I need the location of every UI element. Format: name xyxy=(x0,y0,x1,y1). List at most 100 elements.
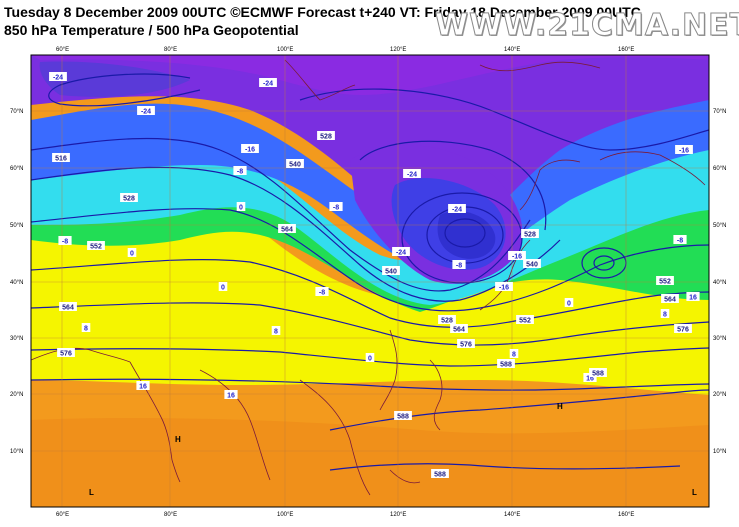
isotherm-label-text: 8 xyxy=(512,352,516,359)
geopotential-label-text: 564 xyxy=(453,327,465,334)
geopotential-label: 552 xyxy=(656,276,674,286)
geopotential-label: 588 xyxy=(497,359,515,369)
lat-label: 20°N xyxy=(10,392,23,398)
lon-label-top: 120°E xyxy=(390,47,406,53)
isotherm-label-text: -24 xyxy=(141,109,151,116)
temperature-field xyxy=(31,55,709,507)
lat-label: 60°N xyxy=(10,166,23,172)
geopotential-label: 528 xyxy=(317,131,335,141)
lon-label-top: 140°E xyxy=(504,47,520,53)
geopotential-label: 564 xyxy=(450,324,468,334)
geopotential-label-text: 552 xyxy=(90,244,102,251)
geopotential-label: 540 xyxy=(382,266,400,276)
lat-label: 70°N xyxy=(10,109,23,115)
geopotential-label-text: 588 xyxy=(500,362,512,369)
isotherm-label-text: -16 xyxy=(499,285,509,292)
geopotential-label: 540 xyxy=(523,259,541,269)
geopotential-label: 564 xyxy=(59,302,77,312)
isotherm-label-text: 8 xyxy=(663,312,667,319)
isotherm-label: -24 xyxy=(403,169,421,179)
isotherm-label-text: 0 xyxy=(130,251,134,258)
geopotential-label: 528 xyxy=(521,229,539,239)
isotherm-label-text: 16 xyxy=(139,384,147,391)
isotherm-label: -8 xyxy=(673,235,687,245)
isotherm-label: 0 xyxy=(564,298,574,308)
map-title: Tuesday 8 December 2009 00UTC ©ECMWF For… xyxy=(4,4,641,20)
isotherm-label: -16 xyxy=(241,144,259,154)
isotherm-label-text: -16 xyxy=(512,254,522,261)
geopotential-label-text: 552 xyxy=(519,318,531,325)
isotherm-label: -24 xyxy=(49,72,67,82)
isotherm-label: 0 xyxy=(365,353,375,363)
geopotential-label-text: 576 xyxy=(677,327,689,334)
isotherm-label: -8 xyxy=(452,260,466,270)
isotherm-label-text: -8 xyxy=(237,169,243,176)
isotherm-label: 0 xyxy=(127,248,137,258)
lon-label: 100°E xyxy=(277,512,293,518)
geopotential-label-text: 588 xyxy=(397,414,409,421)
geopotential-label-text: 528 xyxy=(123,196,135,203)
latitude-axis: 70°N 60°N 50°N 40°N 30°N 20°N 10°N 70°N … xyxy=(10,109,726,455)
geopotential-label-text: 540 xyxy=(385,269,397,276)
geopotential-label: 588 xyxy=(431,469,449,479)
lat-label-right: 60°N xyxy=(713,166,726,172)
lon-label-top: 60°E xyxy=(56,47,69,53)
isotherm-label-text: 16 xyxy=(227,393,235,400)
geopotential-label-text: 576 xyxy=(60,351,72,358)
geopotential-label-text: 540 xyxy=(289,162,301,169)
isotherm-label-text: 0 xyxy=(567,301,571,308)
isotherm-label-text: -8 xyxy=(456,263,462,270)
isotherm-label: -16 xyxy=(495,282,513,292)
geopotential-label: 552 xyxy=(516,315,534,325)
isotherm-label-text: 0 xyxy=(239,205,243,212)
geopotential-label: 576 xyxy=(674,324,692,334)
geopotential-label-text: 528 xyxy=(320,134,332,141)
lat-label-right: 10°N xyxy=(713,449,726,455)
lat-label-right: 50°N xyxy=(713,223,726,229)
map-subtitle: 850 hPa Temperature / 500 hPa Geopotenti… xyxy=(4,22,299,38)
lat-label: 40°N xyxy=(10,280,23,286)
coastlines xyxy=(31,59,706,496)
high-center: H xyxy=(557,402,563,411)
isotherm-label: 8 xyxy=(81,323,91,333)
geopotential-label: 588 xyxy=(589,368,607,378)
isotherm-label-text: 8 xyxy=(84,326,88,333)
high-center: H xyxy=(175,435,181,444)
temperature-labels: -24 -24 -24 -16 -16 -24 -24 -8 0 -8 0 -16 -8 -24 -16 -8… xyxy=(49,72,700,400)
lon-label: 120°E xyxy=(390,512,406,518)
geopotential-label-text: 540 xyxy=(526,262,538,269)
isotherm-label-text: -8 xyxy=(677,238,683,245)
isotherm-label-text: -24 xyxy=(263,81,273,88)
geopotential-label-text: 528 xyxy=(524,232,536,239)
geopotential-label: 564 xyxy=(278,224,296,234)
lon-label: 60°E xyxy=(56,512,69,518)
isotherm-label-text: -24 xyxy=(396,250,406,257)
lon-label-top: 100°E xyxy=(277,47,293,53)
isotherm-label: -24 xyxy=(392,247,410,257)
isotherm-label-text: -16 xyxy=(245,147,255,154)
isotherm-label-text: -24 xyxy=(407,172,417,179)
isotherm-label: 0 xyxy=(218,282,228,292)
isotherm-label-text: 16 xyxy=(586,376,594,383)
isotherm-label: -16 xyxy=(675,145,693,155)
geopotential-label-text: 588 xyxy=(592,371,604,378)
geopotential-label: 576 xyxy=(457,339,475,349)
isotherm-label: 8 xyxy=(660,309,670,319)
longitude-axis: 60°E 80°E 100°E 120°E 140°E 160°E 60°E 8… xyxy=(56,47,634,518)
map-frame xyxy=(30,54,710,508)
isotherm-label: 16 xyxy=(136,381,150,391)
isotherm-label-text: -24 xyxy=(53,75,63,82)
isotherm-label: 8 xyxy=(271,326,281,336)
low-center: L xyxy=(692,488,697,497)
isotherm-label: 16 xyxy=(583,373,597,383)
lon-label: 80°E xyxy=(164,512,177,518)
isotherm-label-text: -16 xyxy=(679,148,689,155)
lat-label-right: 30°N xyxy=(713,336,726,342)
lat-label: 50°N xyxy=(10,223,23,229)
lat-label-right: 40°N xyxy=(713,280,726,286)
geopotential-label: 516 xyxy=(52,153,70,163)
geopotential-label-text: 528 xyxy=(441,318,453,325)
isotherm-label: -24 xyxy=(137,106,155,116)
lat-label-right: 70°N xyxy=(713,109,726,115)
isotherm-label-text: -8 xyxy=(319,290,325,297)
